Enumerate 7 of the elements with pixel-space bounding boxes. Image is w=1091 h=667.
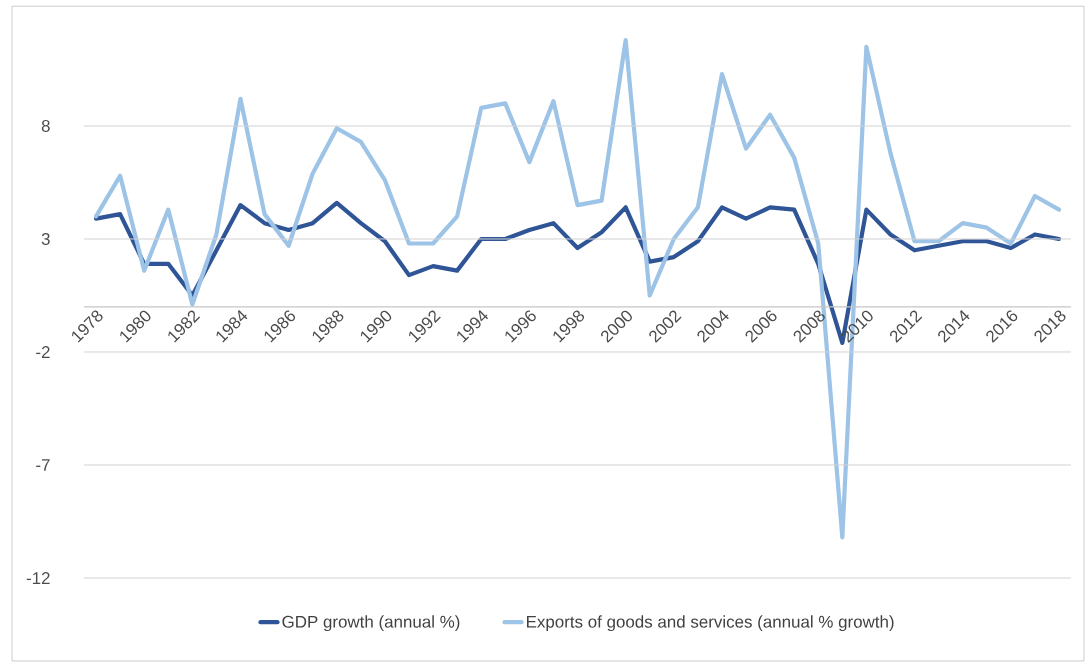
legend-label: GDP growth (annual %) xyxy=(282,615,460,632)
y-tick-label: -7 xyxy=(36,459,50,471)
y-tick-label: -12 xyxy=(26,572,50,584)
y-tick-label: 8 xyxy=(41,119,50,132)
legend-label: Exports of goods and services (annual % growth) xyxy=(527,615,894,632)
y-tick-label: 3 xyxy=(41,232,50,245)
y-tick-label: -2 xyxy=(36,346,50,358)
